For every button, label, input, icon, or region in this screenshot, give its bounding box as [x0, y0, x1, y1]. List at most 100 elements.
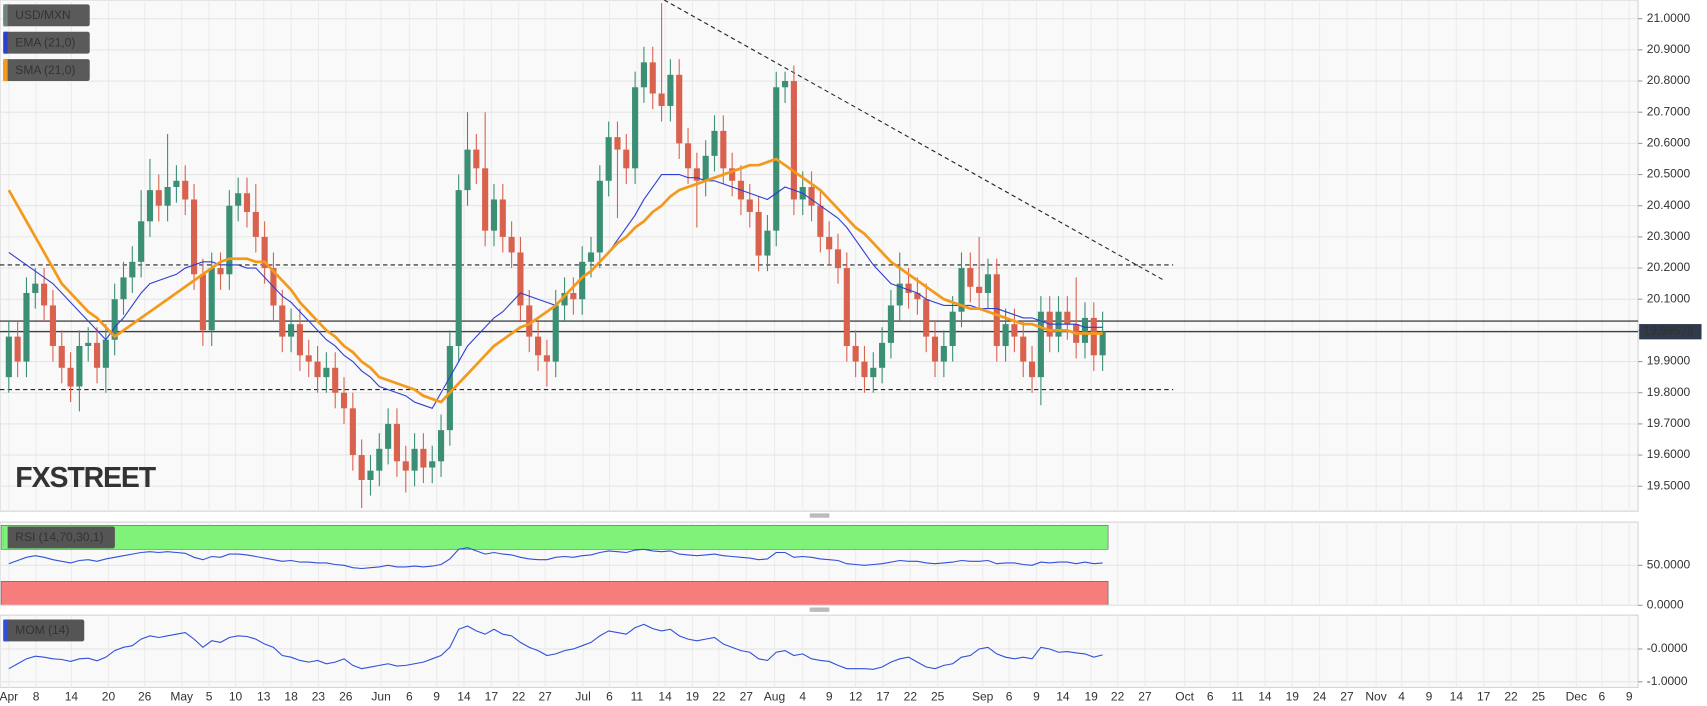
candle-body	[949, 311, 956, 346]
indicator-line	[7, 157, 1103, 404]
candle-body	[429, 461, 436, 468]
candle-body	[393, 423, 401, 462]
candle-body	[58, 345, 65, 368]
candle-body	[305, 355, 312, 362]
y-tick-label: 20.6000	[1647, 136, 1691, 150]
candle-body	[905, 283, 912, 293]
candle-body	[1011, 324, 1018, 337]
candle-body	[711, 130, 718, 156]
candle-body	[782, 81, 789, 88]
candle-body	[155, 190, 162, 206]
candle-body	[967, 268, 974, 287]
candle-body	[649, 62, 656, 94]
candle-body	[226, 205, 233, 275]
x-tick-label: 4	[1398, 689, 1405, 703]
candle-body	[676, 74, 683, 144]
candle-body	[76, 345, 83, 387]
candle-body	[340, 392, 348, 409]
x-tick-label: Dec	[1566, 689, 1587, 703]
x-tick-label: 24	[1313, 689, 1327, 703]
y-tick-label: 20.8000	[1647, 73, 1691, 87]
candle-body	[146, 190, 154, 222]
candle-body	[129, 261, 136, 278]
x-tick-label: 6	[1006, 689, 1013, 703]
x-tick-label: 13	[257, 689, 271, 703]
x-tick-label: Aug	[764, 689, 785, 703]
indicator-line	[8, 547, 1103, 570]
legend-box	[3, 59, 90, 81]
x-tick-label: 6	[406, 689, 413, 703]
candle-body	[640, 62, 647, 88]
candle-body	[746, 199, 753, 212]
x-tick-label: 22	[512, 689, 526, 703]
candle-body	[596, 180, 603, 253]
legend-box	[3, 31, 90, 54]
candle-body	[693, 168, 700, 181]
candle-body	[561, 292, 568, 306]
legend-swatch	[3, 31, 8, 54]
x-tick-label: 27	[538, 689, 552, 703]
candle-body	[879, 342, 886, 368]
panel-resize-handle	[809, 607, 830, 612]
candle-body	[332, 367, 339, 393]
candle-body	[32, 283, 39, 293]
candle-body	[482, 168, 489, 231]
x-tick-label: 22	[712, 689, 726, 703]
candle-body	[852, 345, 859, 362]
x-tick-label: 14	[1258, 689, 1272, 703]
x-tick-label: 11	[631, 689, 644, 703]
x-tick-label: 4	[799, 689, 806, 703]
y-tick-label: 20.2000	[1647, 260, 1691, 274]
candle-body	[658, 93, 665, 106]
legend-swatch	[3, 4, 8, 27]
candle-body	[499, 199, 506, 237]
y-tick-label: 50.0000	[1647, 557, 1691, 571]
y-tick-label: 20.4000	[1647, 198, 1691, 212]
candle-body	[464, 149, 471, 191]
candle-body	[552, 305, 559, 362]
candle-body	[23, 292, 30, 362]
x-tick-label: 26	[138, 689, 152, 703]
y-tick-label: 0.0000	[1647, 597, 1684, 611]
candle-body	[111, 299, 118, 340]
x-tick-label: 11	[1231, 689, 1244, 703]
x-tick-label: May	[170, 689, 193, 703]
candle-body	[138, 221, 145, 262]
x-tick-label: 9	[1426, 689, 1433, 703]
candle-body	[261, 236, 268, 269]
x-tick-label: 17	[876, 689, 890, 703]
candle-body	[367, 470, 374, 480]
legend-box	[3, 526, 115, 549]
y-tick-label: 21.0000	[1647, 11, 1691, 25]
x-tick-label: 19	[1286, 689, 1300, 703]
candle-body	[976, 286, 983, 293]
candle-body	[243, 193, 251, 212]
x-tick-label: 6	[606, 689, 613, 703]
candle-body	[296, 324, 303, 356]
x-tick-label: 6	[1207, 689, 1214, 703]
x-tick-label: 9	[1626, 689, 1633, 703]
candle-body	[14, 336, 21, 362]
x-tick-label: 22	[904, 689, 918, 703]
x-tick-label: 23	[312, 689, 326, 703]
candle-body	[755, 211, 762, 256]
x-tick-label: 19	[1084, 689, 1098, 703]
legend-label: SMA (21,0)	[15, 63, 75, 77]
x-tick-label: 6	[1599, 689, 1606, 703]
candle-body	[1081, 317, 1089, 343]
candle-body	[1028, 361, 1036, 378]
x-tick-label: Oct	[1175, 689, 1194, 703]
legend-swatch	[3, 619, 8, 642]
x-tick-label: 20	[102, 689, 116, 703]
candle-body	[517, 252, 524, 306]
candle-body	[764, 230, 771, 256]
candle-body	[826, 236, 833, 250]
candle-body	[41, 283, 48, 306]
y-tick-label: 20.7000	[1647, 104, 1691, 118]
candle-body	[314, 361, 321, 378]
candle-body	[93, 342, 101, 368]
candle-body	[402, 461, 409, 471]
x-tick-label: Apr	[0, 689, 18, 703]
candle-body	[446, 345, 453, 431]
